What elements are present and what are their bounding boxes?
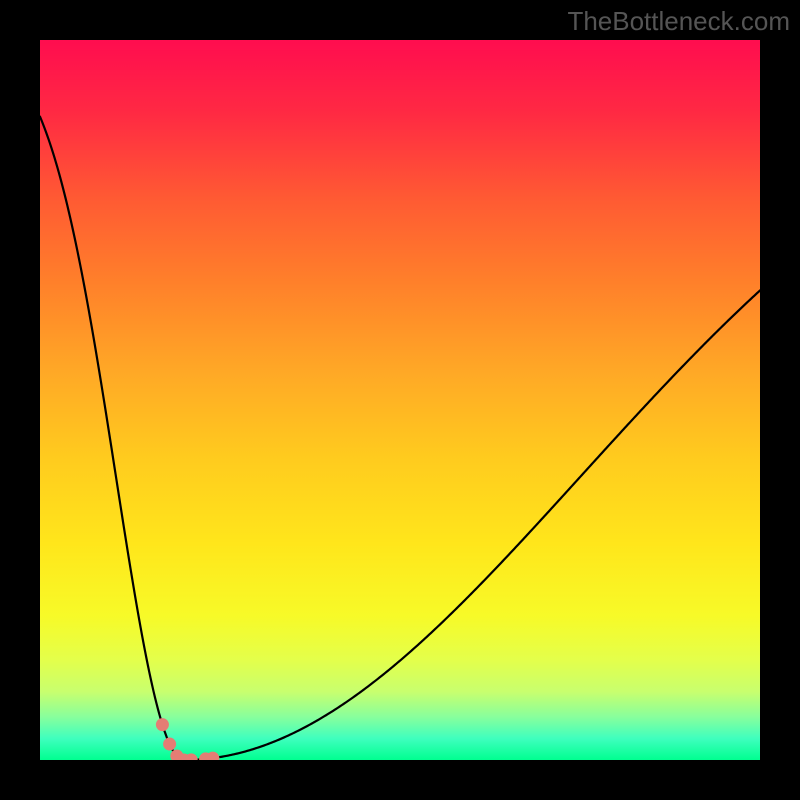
chart-container: TheBottleneck.com bbox=[0, 0, 800, 800]
plot-svg bbox=[40, 40, 760, 760]
curve-marker bbox=[156, 718, 169, 731]
curve-marker bbox=[163, 738, 176, 751]
plot-area bbox=[40, 40, 760, 760]
watermark-text: TheBottleneck.com bbox=[567, 6, 790, 37]
